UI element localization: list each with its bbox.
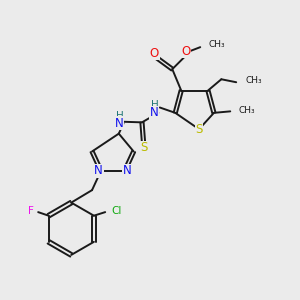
Text: F: F [28,206,34,216]
Text: Cl: Cl [111,206,122,216]
Text: H: H [116,111,124,121]
Text: S: S [195,123,203,136]
Text: S: S [140,141,148,154]
Text: CH₃: CH₃ [208,40,225,49]
Text: CH₃: CH₃ [238,106,255,115]
Text: CH₃: CH₃ [245,76,262,85]
Text: H: H [151,100,158,110]
Text: O: O [150,47,159,60]
Text: N: N [115,117,124,130]
Text: O: O [182,45,191,58]
Text: N: N [150,106,158,119]
Text: N: N [94,164,103,177]
Text: N: N [123,164,131,177]
